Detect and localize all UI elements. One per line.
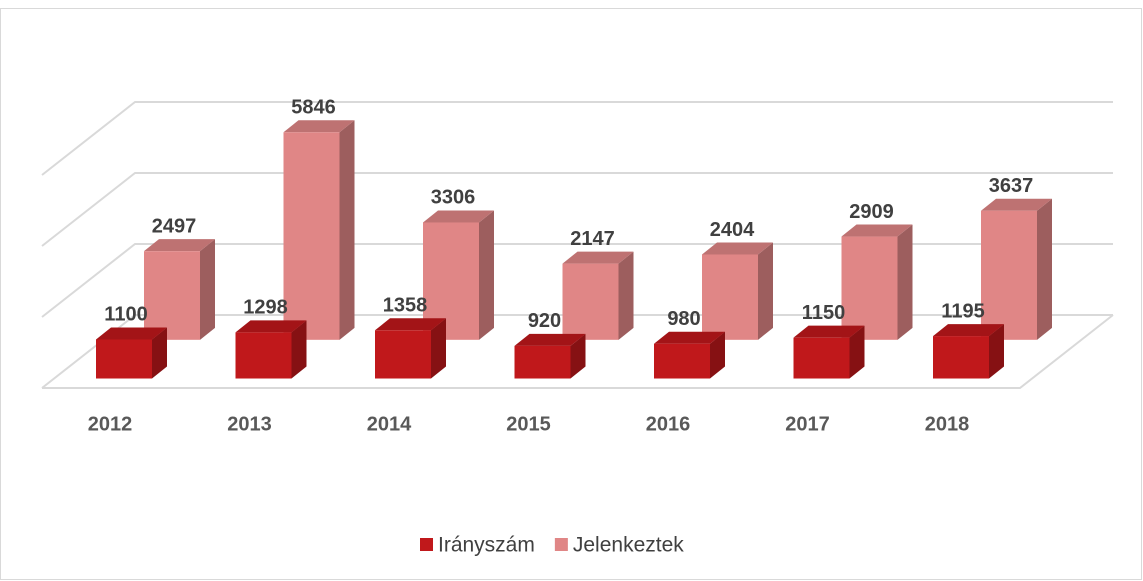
bar-top [562,251,634,264]
x-tick-label: 2016 [646,413,691,435]
x-tick-label: 2014 [367,413,412,435]
bar-top [514,333,586,346]
value-label: 980 [667,308,700,330]
bar-side [152,327,167,379]
bar-side [431,318,446,379]
bar [375,330,431,379]
bar-top [702,242,773,255]
bar [283,132,340,340]
bar-side [291,320,307,379]
bar-side [849,325,865,379]
bar-top [144,239,215,252]
grid-line [41,172,1113,247]
x-tick-label: 2018 [925,413,970,435]
bar-side [758,242,773,340]
legend-swatch [554,538,568,551]
bar-top [933,324,1004,337]
bar-top [96,327,167,340]
bar-top [283,120,355,133]
bar-top [654,331,725,344]
bar-side [897,224,913,340]
legend-label: Jelenkeztek [573,534,684,557]
floor [41,314,1114,389]
bar [235,332,292,379]
bar [654,343,710,379]
bar [96,339,152,379]
bar-top [793,325,865,338]
value-label: 1150 [802,302,845,324]
bar-top [423,210,494,223]
bar-side [618,251,634,340]
value-label: 3637 [989,175,1034,197]
value-label: 3306 [431,187,476,209]
bar-top [841,224,913,237]
legend-label: Irányszám [438,534,535,557]
x-tick-label: 2013 [227,413,272,435]
legend-swatch [420,538,433,551]
bar [981,210,1037,340]
bar-top [981,198,1052,211]
bar-side [200,239,215,340]
bar-top [375,318,446,331]
bar [793,337,850,379]
grid-line [41,243,1113,318]
value-label: 2497 [152,215,197,237]
bar [562,263,619,340]
value-label: 2404 [710,219,755,241]
bar-top [235,320,307,333]
bar [514,345,571,379]
x-tick-label: 2017 [785,413,830,435]
bar-side [479,210,494,340]
value-label: 920 [528,310,561,332]
bar-side [1037,198,1052,340]
value-label: 1298 [243,297,288,319]
x-tick-label: 2015 [506,413,551,435]
x-tick-label: 2012 [88,413,133,435]
bar [841,236,898,340]
grid-line [41,101,1113,176]
value-label: 2147 [570,228,615,250]
bar [933,336,989,379]
bar [702,254,758,340]
bar-side [989,324,1004,379]
value-label: 1100 [104,304,147,326]
value-label: 5846 [291,97,336,119]
value-label: 1358 [383,295,428,317]
bar-side [710,331,725,379]
value-label: 1195 [941,300,984,322]
bar-side [570,333,586,379]
value-label: 2909 [849,201,894,223]
bar-side [339,120,355,340]
bar [144,251,200,340]
